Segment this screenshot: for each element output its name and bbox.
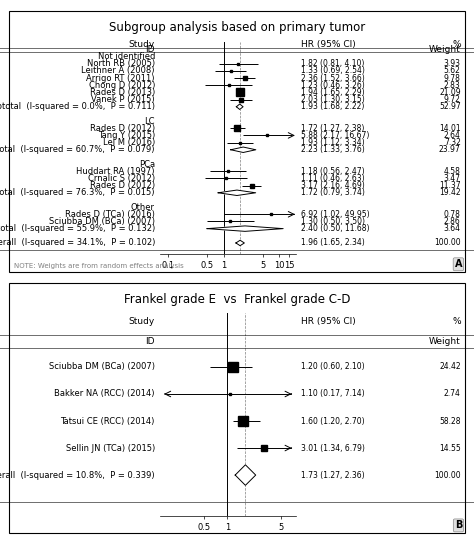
Text: 4.58: 4.58 — [444, 167, 461, 176]
Text: 1.23 (0.46, 3.26): 1.23 (0.46, 3.26) — [301, 81, 365, 90]
Text: PCa: PCa — [139, 159, 155, 169]
Text: 2.86: 2.86 — [444, 217, 461, 226]
Text: Rades D (2013): Rades D (2013) — [90, 88, 155, 97]
Polygon shape — [237, 104, 243, 109]
Text: Bakker NA (RCC) (2014): Bakker NA (RCC) (2014) — [55, 390, 155, 399]
Text: Sellin JN (TCa) (2015): Sellin JN (TCa) (2015) — [66, 443, 155, 453]
Text: HR (95% CI): HR (95% CI) — [301, 317, 356, 325]
Text: Chong D (2012): Chong D (2012) — [89, 81, 155, 90]
Text: 21.09: 21.09 — [439, 88, 461, 97]
Text: 1.11 (0.46, 2.63): 1.11 (0.46, 2.63) — [301, 174, 365, 183]
Text: 2.40 (0.50, 11.68): 2.40 (0.50, 11.68) — [301, 224, 369, 233]
Text: Rades D (2012): Rades D (2012) — [90, 181, 155, 190]
Text: Subtotal  (I-squared = 60.7%,  P = 0.079): Subtotal (I-squared = 60.7%, P = 0.079) — [0, 145, 155, 154]
Polygon shape — [235, 465, 255, 485]
Text: 9.78: 9.78 — [444, 73, 461, 83]
Text: 2.23 (1.33, 3.76): 2.23 (1.33, 3.76) — [301, 145, 365, 154]
Text: 1.10 (0.17, 7.14): 1.10 (0.17, 7.14) — [301, 390, 365, 399]
Text: Overall  (I-squared = 34.1%,  P = 0.102): Overall (I-squared = 34.1%, P = 0.102) — [0, 238, 155, 248]
Text: Leithner A (2008): Leithner A (2008) — [82, 66, 155, 76]
Text: 9.72: 9.72 — [444, 95, 461, 104]
Text: 1.96 (1.65, 2.34): 1.96 (1.65, 2.34) — [301, 238, 365, 248]
Text: 2.64: 2.64 — [444, 131, 461, 140]
Text: Sciubba DM (BCa) (2007): Sciubba DM (BCa) (2007) — [49, 362, 155, 372]
Text: Lei M (2016): Lei M (2016) — [103, 138, 155, 147]
Text: Subgroup analysis based on primary tumor: Subgroup analysis based on primary tumor — [109, 21, 365, 34]
Text: Tatsui CE (RCC) (2014): Tatsui CE (RCC) (2014) — [61, 417, 155, 425]
Text: Subtotal  (I-squared = 0.0%,  P = 0.711): Subtotal (I-squared = 0.0%, P = 0.711) — [0, 102, 155, 111]
Polygon shape — [236, 240, 245, 246]
Text: %: % — [452, 317, 461, 325]
Text: 14.01: 14.01 — [439, 123, 461, 133]
Text: Study: Study — [128, 317, 155, 325]
Text: Tang Y (2015): Tang Y (2015) — [98, 131, 155, 140]
Text: 1.93 (1.12, 3.34): 1.93 (1.12, 3.34) — [301, 138, 365, 147]
Text: B: B — [455, 521, 462, 530]
Text: A: A — [455, 259, 462, 269]
Text: 6.92 (1.02, 49.95): 6.92 (1.02, 49.95) — [301, 210, 370, 219]
Text: Huddart RA (1997): Huddart RA (1997) — [76, 167, 155, 176]
Text: Study: Study — [128, 40, 155, 49]
Polygon shape — [218, 190, 255, 195]
Polygon shape — [231, 147, 256, 152]
Text: %: % — [452, 40, 461, 49]
Text: 2.03 (1.30, 3.15): 2.03 (1.30, 3.15) — [301, 95, 365, 104]
Text: 1.30 (0.50, 3.50): 1.30 (0.50, 3.50) — [301, 217, 365, 226]
Text: Not identified: Not identified — [98, 52, 155, 61]
Text: Other: Other — [131, 202, 155, 212]
Text: Subtotal  (I-squared = 55.9%,  P = 0.132): Subtotal (I-squared = 55.9%, P = 0.132) — [0, 224, 155, 233]
Text: Rades D (TCa) (2016): Rades D (TCa) (2016) — [65, 210, 155, 219]
Text: 23.97: 23.97 — [439, 145, 461, 154]
Text: 1.94 (1.65, 2.29): 1.94 (1.65, 2.29) — [301, 88, 365, 97]
Text: 5.62: 5.62 — [444, 66, 461, 76]
Text: 1.82 (0.81, 4.10): 1.82 (0.81, 4.10) — [301, 59, 365, 68]
Text: 100.00: 100.00 — [434, 238, 461, 248]
Text: 0.78: 0.78 — [444, 210, 461, 219]
Polygon shape — [207, 226, 283, 231]
Text: Arrigo RT (2011): Arrigo RT (2011) — [86, 73, 155, 83]
Text: 58.28: 58.28 — [439, 417, 461, 425]
Text: 1.72 (0.79, 3.74): 1.72 (0.79, 3.74) — [301, 188, 365, 197]
Text: 1.93 (1.68, 2.22): 1.93 (1.68, 2.22) — [301, 102, 365, 111]
Text: Rades D (2012): Rades D (2012) — [90, 123, 155, 133]
Text: 1.18 (0.56, 2.47): 1.18 (0.56, 2.47) — [301, 167, 365, 176]
Text: 1.72 (1.27, 2.38): 1.72 (1.27, 2.38) — [301, 123, 365, 133]
Text: 2.83: 2.83 — [444, 81, 461, 90]
Text: 24.42: 24.42 — [439, 362, 461, 372]
Text: 2.74: 2.74 — [444, 390, 461, 399]
Text: 1.73 (1.27, 2.36): 1.73 (1.27, 2.36) — [301, 471, 365, 480]
Text: 52.97: 52.97 — [439, 102, 461, 111]
Text: Vanek P (2015): Vanek P (2015) — [91, 95, 155, 104]
Text: 11.37: 11.37 — [439, 181, 461, 190]
Text: 100.00: 100.00 — [434, 471, 461, 480]
Text: 3.47: 3.47 — [444, 174, 461, 183]
Text: 14.55: 14.55 — [439, 443, 461, 453]
Text: Overall  (I-squared = 10.8%,  P = 0.339): Overall (I-squared = 10.8%, P = 0.339) — [0, 471, 155, 480]
Text: 3.17 (2.16, 4.69): 3.17 (2.16, 4.69) — [301, 181, 365, 190]
Text: 1.33 (0.69, 2.54): 1.33 (0.69, 2.54) — [301, 66, 365, 76]
Text: NOTE: Weights are from random effects analysis: NOTE: Weights are from random effects an… — [14, 263, 184, 269]
Text: 3.93: 3.93 — [444, 59, 461, 68]
Text: 3.01 (1.34, 6.79): 3.01 (1.34, 6.79) — [301, 443, 365, 453]
Text: Crnalic S (2012): Crnalic S (2012) — [88, 174, 155, 183]
Text: 7.32: 7.32 — [444, 138, 461, 147]
Text: 5.88 (2.17, 16.67): 5.88 (2.17, 16.67) — [301, 131, 369, 140]
Text: HR (95% CI): HR (95% CI) — [301, 40, 356, 49]
Text: 1.60 (1.20, 2.70): 1.60 (1.20, 2.70) — [301, 417, 365, 425]
Text: North RB (2005): North RB (2005) — [87, 59, 155, 68]
Text: 19.42: 19.42 — [439, 188, 461, 197]
Text: 1.20 (0.60, 2.10): 1.20 (0.60, 2.10) — [301, 362, 365, 372]
Text: Frankel grade E  vs  Frankel grade C-D: Frankel grade E vs Frankel grade C-D — [124, 293, 350, 306]
Text: 2.36 (1.52, 3.66): 2.36 (1.52, 3.66) — [301, 73, 365, 83]
Text: Weight: Weight — [429, 337, 461, 346]
Text: Weight: Weight — [429, 45, 461, 54]
Text: 3.64: 3.64 — [444, 224, 461, 233]
Text: ID: ID — [146, 45, 155, 54]
Text: ID: ID — [146, 337, 155, 346]
Text: Subtotal  (I-squared = 76.3%,  P = 0.015): Subtotal (I-squared = 76.3%, P = 0.015) — [0, 188, 155, 197]
Text: LC: LC — [145, 116, 155, 126]
Text: Sciubba DM (BCa) (2007): Sciubba DM (BCa) (2007) — [49, 217, 155, 226]
